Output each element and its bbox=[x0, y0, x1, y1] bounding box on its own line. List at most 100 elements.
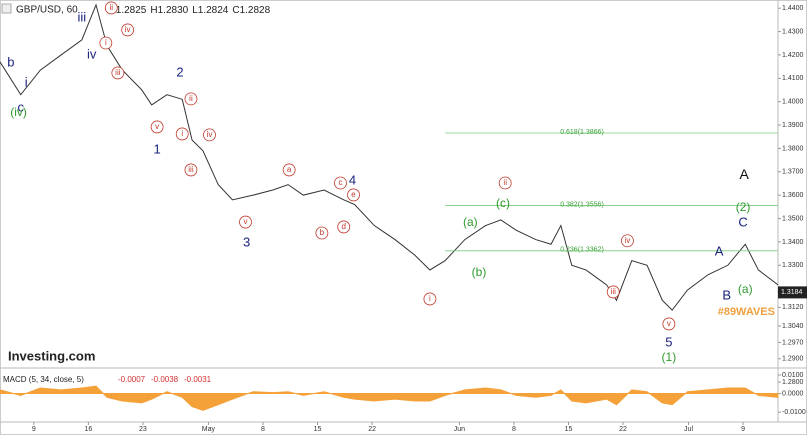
x-tick-label: 16 bbox=[84, 426, 92, 433]
wave-label: A bbox=[715, 243, 724, 258]
wave-label: 3 bbox=[243, 235, 250, 250]
wave-label: ii bbox=[503, 178, 507, 187]
wave-circle bbox=[184, 163, 198, 177]
x-tick-label: 22 bbox=[368, 426, 376, 433]
y-tick-label: 1.2900 bbox=[782, 356, 804, 363]
macd-reading: -0.0031 bbox=[184, 375, 212, 384]
fib-label: 0.382(1.3556) bbox=[560, 201, 604, 208]
wave-circle bbox=[111, 66, 125, 80]
wave-label: (2) bbox=[736, 200, 751, 214]
y-tick-label: 1.3300 bbox=[782, 262, 804, 269]
wave-label: ii bbox=[110, 3, 114, 12]
wave-circle bbox=[104, 1, 118, 15]
wave-label: c bbox=[17, 99, 24, 114]
wave-circle bbox=[184, 92, 198, 106]
wave-circle bbox=[315, 226, 329, 240]
symbol: GBP/USD, 60 bbox=[16, 5, 78, 16]
fib-label: 0.618(1.3866) bbox=[560, 129, 604, 136]
wave-circle bbox=[337, 220, 351, 234]
wave-label: B bbox=[722, 288, 731, 303]
wave-label: iv bbox=[125, 25, 131, 34]
macd-reading: -0.0007 bbox=[118, 375, 146, 384]
wave-label: 1 bbox=[154, 141, 161, 156]
macd-area bbox=[0, 385, 779, 411]
y-tick-label: 1.4200 bbox=[782, 52, 804, 59]
y-tick-label: 1.3400 bbox=[782, 239, 804, 246]
wave-label: (iv) bbox=[10, 105, 27, 119]
ohlc-item: 1.2825 bbox=[116, 5, 147, 16]
wave-label: i bbox=[181, 129, 183, 138]
price-tag bbox=[778, 286, 807, 299]
price-line bbox=[0, 3, 779, 311]
wave-circle bbox=[662, 317, 676, 331]
wave-label: b bbox=[320, 228, 325, 237]
wave-label: v bbox=[155, 122, 159, 131]
macd-title: MACD (5, 34, close, 5) bbox=[3, 375, 84, 384]
x-tick-label: Jun bbox=[454, 426, 465, 433]
ohlc-item: 1.2824 bbox=[198, 5, 229, 16]
wave-circle bbox=[498, 176, 512, 190]
x-tick-label: 8 bbox=[512, 426, 516, 433]
x-tick-label: 15 bbox=[565, 426, 573, 433]
wave-label: iii bbox=[611, 287, 617, 296]
y-tick-label: 1.4000 bbox=[782, 99, 804, 106]
menu-icon[interactable] bbox=[1, 3, 12, 14]
y-tick-label: -0.0100 bbox=[782, 409, 806, 416]
wave-label: i bbox=[105, 38, 107, 47]
wave-label: iv bbox=[625, 236, 631, 245]
wave-label: b bbox=[7, 55, 14, 70]
wave-label: iii bbox=[188, 165, 194, 174]
wave-label: 4 bbox=[349, 172, 356, 187]
y-tick-label: 1.3700 bbox=[782, 169, 804, 176]
x-tick-label: 9 bbox=[741, 426, 745, 433]
wave-label: ii bbox=[189, 94, 193, 103]
wave-label: c bbox=[338, 178, 342, 187]
wave-circle bbox=[203, 128, 216, 142]
wave-label: v bbox=[244, 217, 248, 226]
wave-circle bbox=[621, 234, 634, 248]
wave-circle bbox=[347, 188, 360, 202]
wave-label: d bbox=[341, 222, 345, 231]
wave-label: (a) bbox=[463, 215, 478, 229]
x-tick-label: May bbox=[202, 426, 216, 433]
y-tick-label: 1.2970 bbox=[782, 339, 804, 346]
y-tick-label: 1.4400 bbox=[782, 5, 804, 12]
y-tick-label: 1.3500 bbox=[782, 215, 804, 222]
wave-label: #89WAVES bbox=[718, 306, 775, 318]
wave-label: (a) bbox=[738, 282, 753, 296]
y-tick-label: 0.0100 bbox=[782, 372, 804, 379]
y-tick-label: 1.3900 bbox=[782, 122, 804, 129]
wave-circle bbox=[423, 292, 437, 306]
wave-label: (1) bbox=[662, 350, 677, 364]
x-tick-label: Jul bbox=[684, 426, 693, 433]
ohlc-item: L bbox=[192, 5, 198, 16]
wave-label: iv bbox=[207, 130, 213, 139]
y-tick-label: 1.3040 bbox=[782, 323, 804, 330]
y-tick-label: 1.2800 bbox=[782, 379, 804, 386]
wave-circle bbox=[175, 127, 189, 141]
ohlc-item: 1.2828 bbox=[240, 5, 271, 16]
x-tick-label: 22 bbox=[619, 426, 627, 433]
wave-label: i bbox=[429, 294, 431, 303]
wave-label: i bbox=[25, 74, 28, 89]
wave-label: v bbox=[667, 319, 671, 328]
wave-circle bbox=[121, 23, 135, 37]
y-tick-label: 1.4300 bbox=[782, 28, 804, 35]
x-tick-label: 15 bbox=[314, 426, 322, 433]
x-tick-label: 23 bbox=[139, 426, 147, 433]
y-tick-label: 1.4100 bbox=[782, 75, 804, 82]
wave-label: a bbox=[287, 165, 292, 174]
wave-circle bbox=[150, 120, 164, 134]
x-tick-label: 8 bbox=[261, 426, 265, 433]
ohlc-item: 1.2830 bbox=[158, 5, 189, 16]
y-tick-label: 0.0000 bbox=[782, 390, 804, 397]
wave-label: iii bbox=[78, 9, 87, 24]
wave-label: (b) bbox=[472, 265, 487, 279]
ohlc-item: H bbox=[150, 5, 157, 16]
wave-circle bbox=[282, 163, 296, 177]
watermark: Investing.com bbox=[8, 348, 95, 363]
ohlc-item: C bbox=[232, 5, 239, 16]
x-tick-label: 9 bbox=[32, 426, 36, 433]
